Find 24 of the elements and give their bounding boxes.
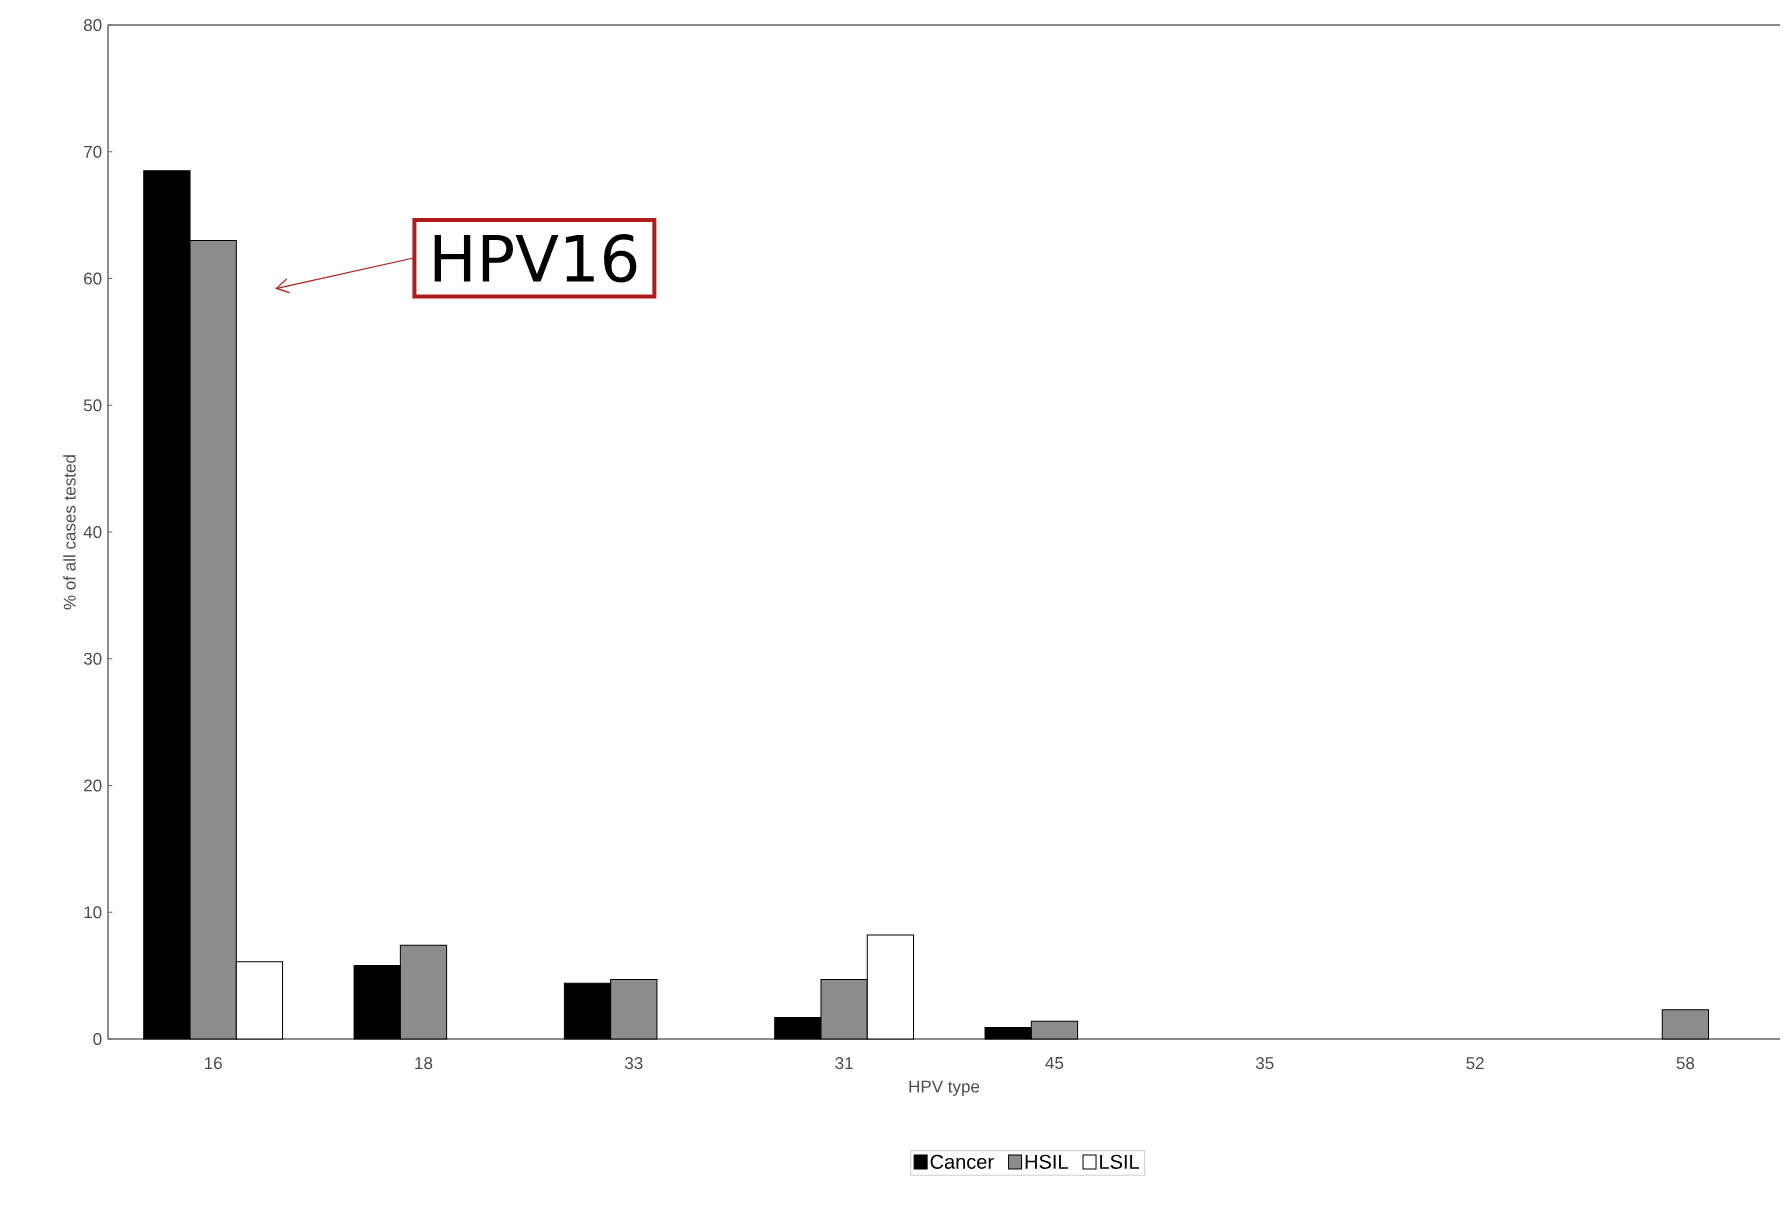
x-axis-title: HPV type xyxy=(909,1080,980,1096)
x-tick-label: 52 xyxy=(1466,1057,1484,1070)
y-tick-label: 30 xyxy=(83,652,102,665)
y-tick-label: 50 xyxy=(83,399,102,412)
y-axis-title: % of all cases tested xyxy=(63,455,76,610)
x-tick-label: 45 xyxy=(1045,1057,1064,1069)
x-tick-label: 16 xyxy=(205,1057,222,1070)
bar xyxy=(1661,1009,1710,1040)
y-tick-label: 70 xyxy=(84,145,102,158)
legend-label: Cancer xyxy=(930,1154,994,1169)
y-tick-label: 10 xyxy=(84,906,102,919)
x-tick-label: 35 xyxy=(1255,1057,1274,1070)
x-tick-label: 33 xyxy=(624,1057,643,1070)
y-tick-label: 60 xyxy=(84,272,102,285)
annotation: HPV16 xyxy=(434,234,637,283)
y-tick-label: 20 xyxy=(84,779,102,792)
legend-label: LSIL xyxy=(1100,1154,1139,1169)
y-tick-label: 80 xyxy=(83,19,102,32)
x-tick-label: 58 xyxy=(1676,1057,1695,1070)
x-tick-label: 31 xyxy=(835,1057,853,1070)
legend-label: HSIL xyxy=(1025,1154,1068,1169)
y-tick-label: 40 xyxy=(83,526,102,539)
y-tick-label: 0 xyxy=(93,1032,102,1046)
x-tick-label: 18 xyxy=(415,1057,433,1070)
